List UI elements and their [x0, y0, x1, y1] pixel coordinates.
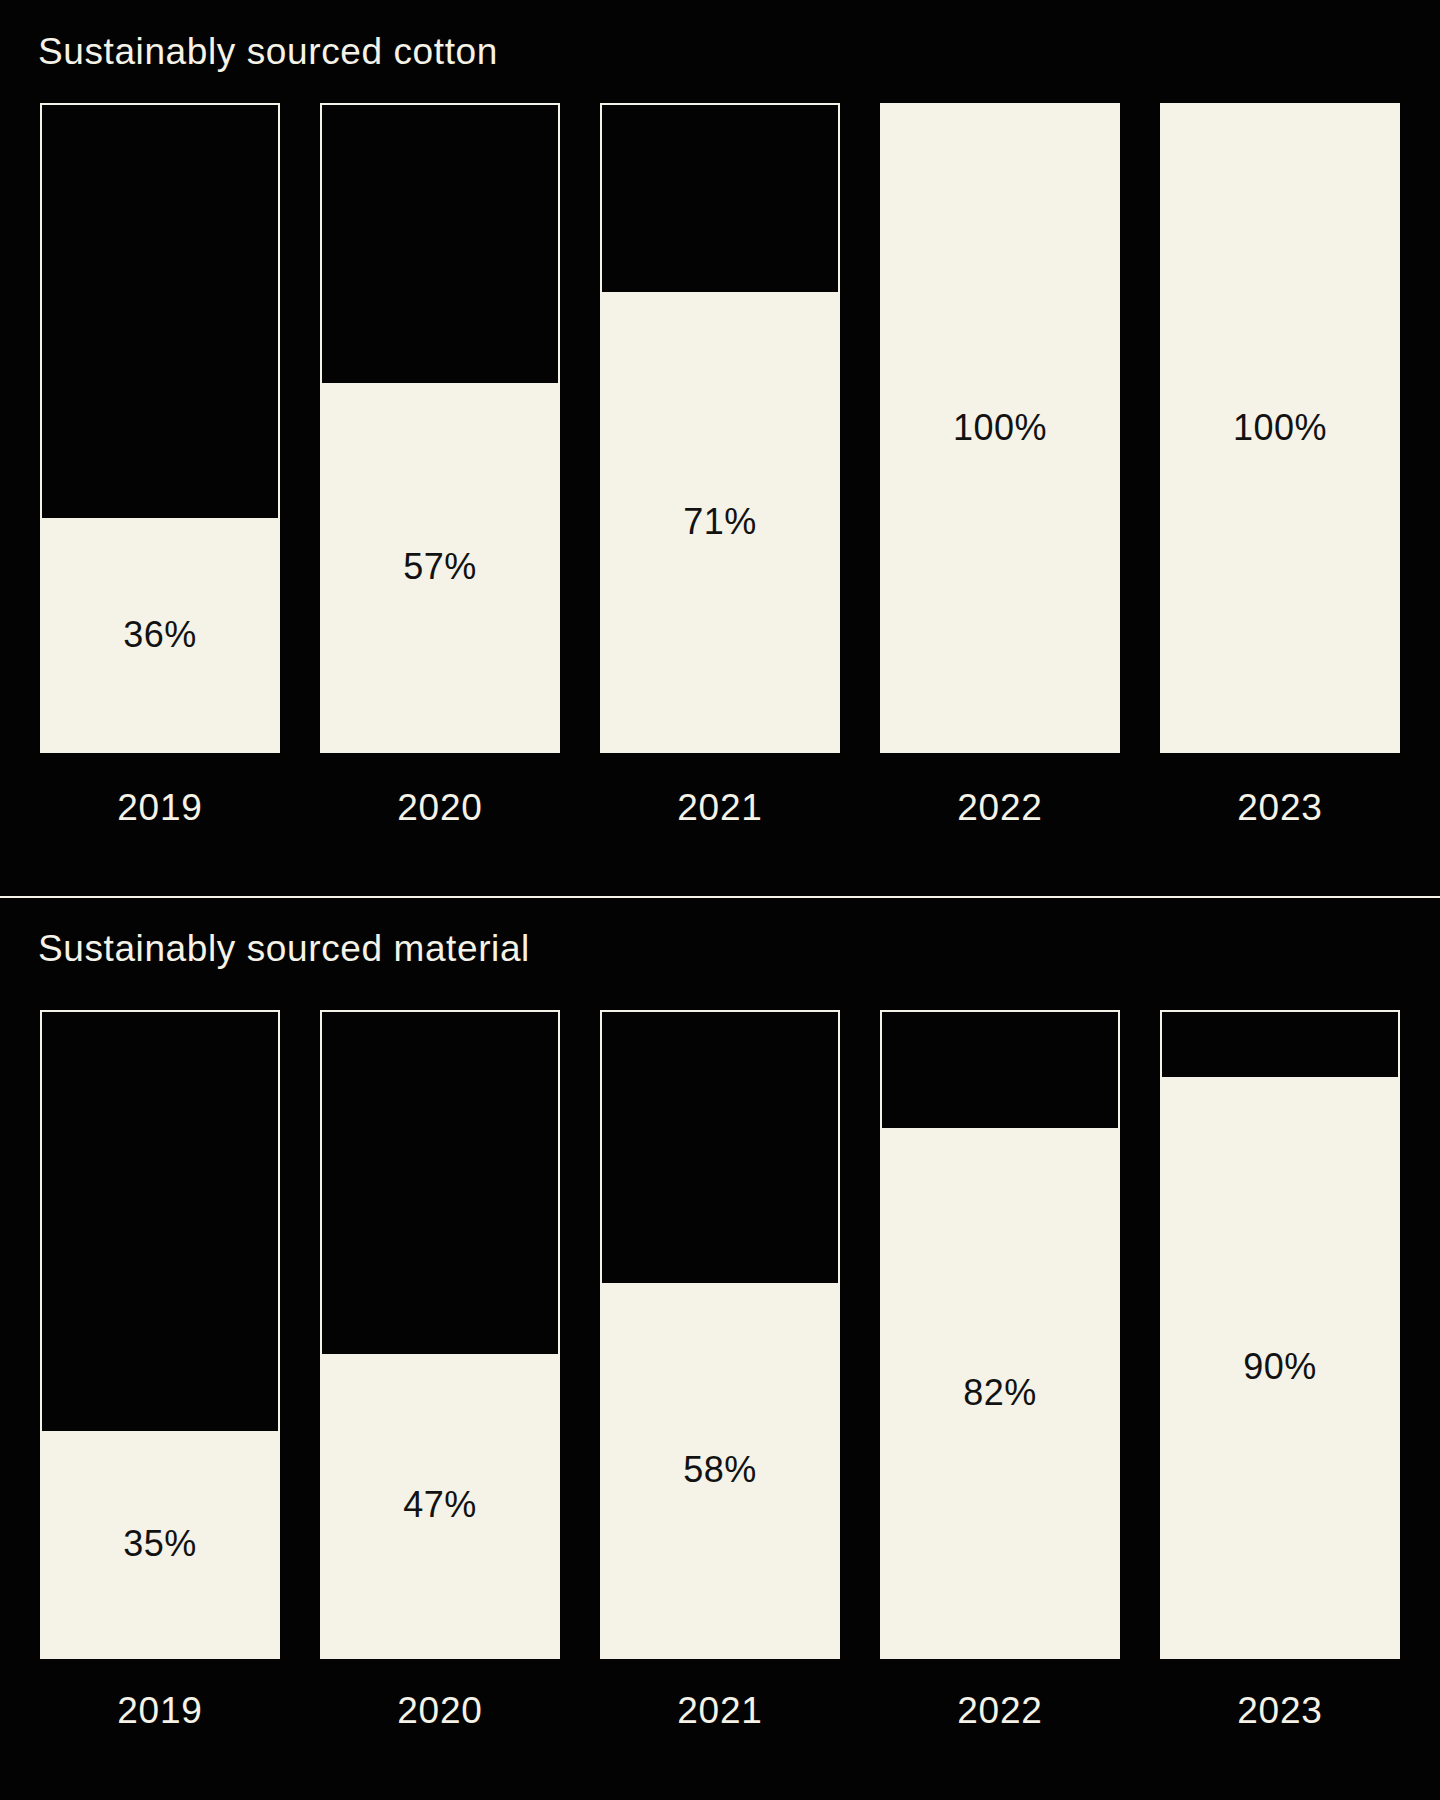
bar-value-label: 100% — [953, 410, 1047, 446]
bar-value-label: 82% — [963, 1375, 1037, 1411]
year-axis-cotton: 2019 2020 2021 2022 2023 — [40, 789, 1400, 827]
bar-fill: 57% — [322, 383, 558, 751]
bar-value-label: 35% — [123, 1526, 197, 1562]
bar-value-label: 47% — [403, 1487, 477, 1523]
bar-value-label: 90% — [1243, 1349, 1317, 1385]
chart-title-material: Sustainably sourced material — [38, 930, 530, 967]
year-label-2021: 2021 — [600, 789, 840, 827]
bar-fill: 82% — [882, 1128, 1118, 1657]
bar-2022: 82% — [880, 1010, 1120, 1659]
year-label-2020: 2020 — [320, 789, 560, 827]
bar-fill: 100% — [1162, 105, 1398, 751]
bar-fill: 71% — [602, 292, 838, 751]
year-label-2019: 2019 — [40, 1692, 280, 1730]
sustainability-report-figure: Sustainably sourced cotton 36% 57% 71% 100%… — [0, 0, 1440, 1800]
bar-group-material: 35% 47% 58% 82% 90% — [40, 1010, 1400, 1659]
bar-2020: 57% — [320, 103, 560, 753]
bar-value-label: 58% — [683, 1452, 757, 1488]
year-label-2022: 2022 — [880, 1692, 1120, 1730]
bar-fill: 90% — [1162, 1077, 1398, 1658]
bar-value-label: 100% — [1233, 410, 1327, 446]
year-label-2019: 2019 — [40, 789, 280, 827]
bar-value-label: 36% — [123, 617, 197, 653]
bar-2021: 58% — [600, 1010, 840, 1659]
bar-fill: 35% — [42, 1431, 278, 1657]
year-label-2021: 2021 — [600, 1692, 840, 1730]
bar-2021: 71% — [600, 103, 840, 753]
bar-fill: 47% — [322, 1354, 558, 1657]
bar-2020: 47% — [320, 1010, 560, 1659]
bar-value-label: 57% — [403, 549, 477, 585]
bar-2023: 100% — [1160, 103, 1400, 753]
bar-2023: 90% — [1160, 1010, 1400, 1659]
section-divider — [0, 896, 1440, 898]
year-label-2022: 2022 — [880, 789, 1120, 827]
year-label-2023: 2023 — [1160, 1692, 1400, 1730]
bar-2019: 36% — [40, 103, 280, 753]
bar-fill: 58% — [602, 1283, 838, 1657]
bar-2019: 35% — [40, 1010, 280, 1659]
bar-group-cotton: 36% 57% 71% 100% 100% — [40, 103, 1400, 753]
bar-2022: 100% — [880, 103, 1120, 753]
bar-value-label: 71% — [683, 504, 757, 540]
bar-fill: 100% — [882, 105, 1118, 751]
year-label-2020: 2020 — [320, 1692, 560, 1730]
year-label-2023: 2023 — [1160, 789, 1400, 827]
chart-title-cotton: Sustainably sourced cotton — [38, 33, 498, 70]
year-axis-material: 2019 2020 2021 2022 2023 — [40, 1692, 1400, 1730]
bar-fill: 36% — [42, 518, 278, 751]
